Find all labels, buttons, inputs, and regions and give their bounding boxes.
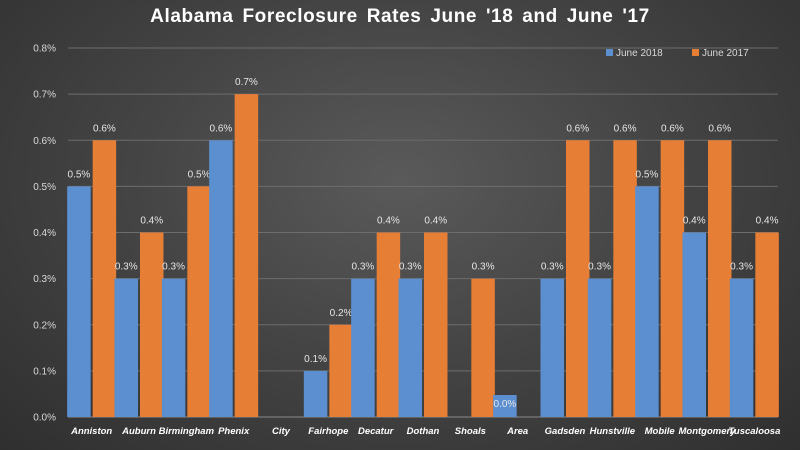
data-label: 0.2%	[330, 308, 353, 319]
data-label: 0.3%	[399, 262, 422, 273]
x-category-label: City	[272, 426, 291, 437]
data-label: 0.6%	[566, 123, 589, 134]
y-tick-label: 0.3%	[33, 274, 56, 285]
x-category-label: Auburn	[121, 426, 156, 437]
bar-june-2017	[708, 140, 732, 417]
data-label: 0.5%	[68, 169, 91, 180]
legend-label: June 2017	[702, 48, 749, 59]
bar-june-2017	[376, 232, 401, 417]
data-label: 0.5%	[188, 169, 211, 180]
y-tick-label: 0.5%	[33, 182, 56, 193]
data-label: 0.4%	[424, 216, 447, 227]
bar-june-2017	[234, 94, 259, 417]
bar-june-2018	[67, 186, 91, 417]
x-category-label: Montgomery	[679, 426, 737, 437]
bar-june-2018	[398, 278, 422, 417]
x-category-label: Hunstville	[590, 426, 636, 437]
data-label: 0.6%	[708, 123, 731, 134]
x-category-label: Gadsden	[545, 426, 586, 437]
data-label: 0.0%	[494, 399, 517, 410]
bar-june-2018	[114, 278, 138, 417]
chart-title: Alabama Foreclosure Rates June '18 and J…	[150, 6, 650, 27]
data-label: 0.6%	[661, 123, 684, 134]
data-label: 0.3%	[730, 262, 753, 273]
x-category-label: Birmingham	[159, 426, 215, 437]
data-label: 0.6%	[93, 123, 116, 134]
x-category-label: Area	[506, 426, 528, 437]
y-tick-label: 0.1%	[33, 366, 56, 377]
bar-june-2017	[755, 232, 779, 417]
data-label: 0.5%	[636, 169, 659, 180]
data-label: 0.3%	[472, 262, 495, 273]
x-category-label: Tuscaloosa	[728, 426, 780, 437]
data-label: 0.3%	[588, 262, 611, 273]
bar-june-2018	[682, 232, 706, 417]
y-tick-label: 0.2%	[33, 320, 56, 331]
data-label: 0.3%	[115, 262, 138, 273]
y-tick-label: 0.8%	[33, 44, 56, 55]
data-label: 0.4%	[756, 216, 779, 227]
y-tick-label: 0.6%	[33, 136, 56, 147]
y-tick-label: 0.4%	[33, 228, 56, 239]
data-label: 0.4%	[140, 216, 163, 227]
x-category-label: Decatur	[358, 426, 395, 437]
data-label: 0.4%	[683, 216, 706, 227]
y-tick-label: 0.7%	[33, 90, 56, 101]
data-label: 0.6%	[614, 123, 637, 134]
x-category-label: Fairhope	[308, 426, 349, 437]
bar-june-2018	[635, 186, 659, 417]
bar-june-2017	[92, 140, 117, 417]
x-category-label: Shoals	[455, 426, 486, 437]
bar-june-2018	[729, 278, 754, 417]
data-label: 0.3%	[162, 262, 185, 273]
data-label: 0.3%	[352, 262, 375, 273]
bar-june-2018	[587, 278, 612, 417]
x-category-label: Phenix	[218, 426, 250, 437]
legend-label: June 2018	[616, 48, 663, 59]
bar-june-2017	[566, 140, 590, 417]
legend-swatch	[606, 49, 613, 56]
data-label: 0.1%	[304, 354, 327, 365]
bar-june-2017	[424, 232, 448, 417]
data-label: 0.7%	[235, 77, 258, 88]
bar-june-2018	[493, 395, 517, 417]
bar-june-2018	[540, 278, 564, 417]
bar-june-2017	[660, 140, 685, 417]
bar-june-2017	[187, 186, 211, 417]
data-label: 0.4%	[377, 216, 400, 227]
y-tick-label: 0.0%	[33, 413, 56, 424]
bar-june-2018	[351, 278, 375, 417]
bar-june-2018	[209, 140, 233, 417]
data-label: 0.3%	[541, 262, 564, 273]
data-label: 0.6%	[210, 123, 233, 134]
legend-swatch	[692, 49, 699, 56]
x-category-label: Dothan	[407, 426, 440, 437]
x-category-label: Anniston	[70, 426, 112, 437]
bar-june-2018	[303, 370, 328, 417]
bar-june-2017	[329, 324, 353, 417]
bar-june-2017	[613, 140, 637, 417]
bar-june-2018	[161, 278, 186, 417]
bar-june-2017	[140, 232, 164, 417]
bar-june-2017	[471, 278, 495, 417]
x-category-label: Mobile	[645, 426, 676, 437]
